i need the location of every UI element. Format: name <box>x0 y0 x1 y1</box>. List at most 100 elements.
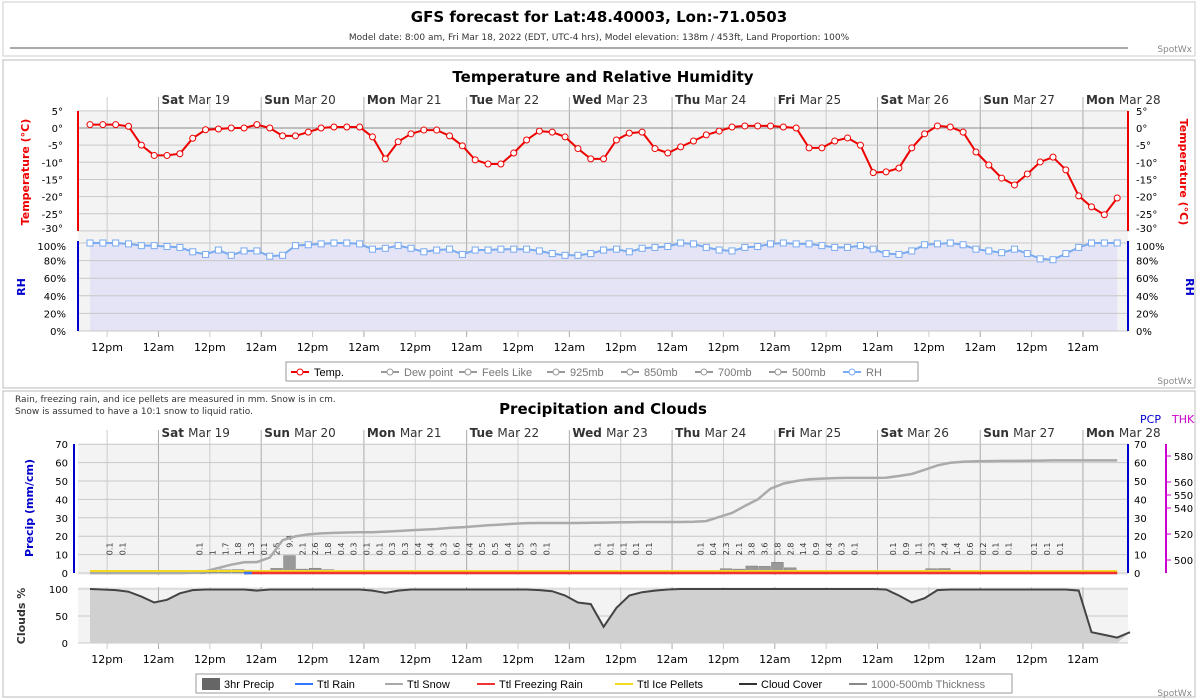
legend-item: 1000-500mb Thickness <box>871 679 986 691</box>
temp-tick-label: -15° <box>42 175 63 186</box>
day-label: Fri Mar 25 <box>778 93 841 107</box>
temperature-point <box>998 174 1006 182</box>
precip-bar-label: 0.1 <box>645 542 654 555</box>
rh-point <box>356 240 364 248</box>
rh-point <box>368 245 376 253</box>
rh-point <box>831 243 839 251</box>
day-of-week: Sat <box>161 93 188 107</box>
rh-point <box>856 242 864 250</box>
precip-bar-label: 0.1 <box>1030 542 1039 555</box>
precip-tick-label: 50 <box>1134 477 1147 488</box>
precip-bar-label: 1.7 <box>221 542 230 555</box>
day-of-week: Sun <box>983 426 1013 440</box>
temperature-point <box>689 137 697 145</box>
rh-point <box>137 242 145 250</box>
rh-axis-title: RH <box>1183 278 1196 296</box>
rh-point <box>394 242 402 250</box>
temperature-point <box>574 145 582 153</box>
day-date: Mar 24 <box>705 426 747 440</box>
precip-bar-label: 1.8 <box>324 542 333 555</box>
rh-point <box>253 247 261 255</box>
precip-bar-label: 0.1 <box>619 542 628 555</box>
rh-tick-label: 80% <box>44 257 66 268</box>
day-of-week: Mon <box>367 93 400 107</box>
legend-item: Ttl Freezing Rain <box>499 679 583 691</box>
time-tick-label: 12pm <box>605 653 637 666</box>
precip-tick-label: 20 <box>55 532 68 543</box>
rh-point <box>1113 239 1121 247</box>
rh-point <box>869 245 877 253</box>
rh-point <box>548 250 556 258</box>
temperature-point <box>1075 192 1083 200</box>
temperature-point <box>394 138 402 146</box>
day-label: Sun Mar 27 <box>983 426 1055 440</box>
precip-bar-label: 0.4 <box>709 542 718 555</box>
temperature-point <box>1036 158 1044 166</box>
temperature-point <box>702 131 710 139</box>
time-tick-label: 12pm <box>708 653 740 666</box>
rh-point <box>612 245 620 253</box>
rh-point <box>484 246 492 254</box>
rh-point <box>317 240 325 248</box>
precip-bar-label: 2.4 <box>940 542 949 555</box>
day-label: Mon Mar 21 <box>367 426 442 440</box>
rh-point <box>677 239 685 247</box>
pcp-axis-title: PCP <box>1140 413 1161 426</box>
rh-point <box>330 239 338 247</box>
time-tick-label: 12am <box>245 653 276 666</box>
chart-title: Temperature and Relative Humidity <box>452 68 753 86</box>
time-tick-label: 12pm <box>297 341 329 354</box>
precip-bar-label: 0.6 <box>452 542 461 555</box>
temperature-point <box>356 123 364 131</box>
temperature-point <box>330 123 338 131</box>
precip-bar-label: 0.1 <box>106 542 115 555</box>
temperature-point <box>343 123 351 131</box>
temperature-point <box>638 128 646 136</box>
time-tick-label: 12pm <box>810 653 842 666</box>
temperature-point <box>535 127 543 135</box>
temperature-point <box>317 124 325 132</box>
day-date: Mar 26 <box>907 426 949 440</box>
temperature-point <box>548 128 556 136</box>
temperature-point <box>523 136 531 144</box>
time-tick-label: 12pm <box>1016 341 1048 354</box>
day-of-week: Sat <box>881 426 908 440</box>
temperature-point <box>651 145 659 153</box>
rh-point <box>266 252 274 260</box>
day-date: Mar 19 <box>188 93 230 107</box>
precip-bar-label: 0.4 <box>465 542 474 555</box>
day-label: Mon Mar 28 <box>1086 93 1161 107</box>
day-label: Tue Mar 22 <box>470 426 539 440</box>
temperature-point <box>291 132 299 140</box>
page-title: GFS forecast for Lat:48.40003, Lon:-71.0… <box>411 8 787 26</box>
rh-point <box>844 243 852 251</box>
day-of-week: Sun <box>264 93 294 107</box>
precip-bar-label: 0.3 <box>440 542 449 555</box>
rh-point <box>908 247 916 255</box>
temp-tick-label: -10° <box>1136 158 1157 169</box>
precip-bar-label: 0.2 <box>979 542 988 555</box>
temp-tick-label: 5° <box>1136 107 1147 118</box>
day-of-week: Wed <box>572 93 606 107</box>
temperature-point <box>471 156 479 164</box>
thk-axis-title: THK <box>1171 413 1195 426</box>
temperature-point <box>664 149 672 157</box>
time-tick-label: 12pm <box>297 653 329 666</box>
precip-bar-label: 0.4 <box>825 542 834 555</box>
temperature-point <box>1049 153 1057 161</box>
day-of-week: Sun <box>983 93 1013 107</box>
cloud-cover-area <box>90 589 1131 643</box>
rh-point <box>1049 256 1057 264</box>
precip-bar-label: 0.3 <box>401 542 410 555</box>
rh-point <box>1100 239 1108 247</box>
time-tick-label: 12am <box>143 653 174 666</box>
precip-tick-label: 50 <box>55 477 68 488</box>
temperature-point <box>189 134 197 142</box>
time-tick-label: 12am <box>348 653 379 666</box>
day-date: Mar 23 <box>606 93 648 107</box>
day-of-week: Mon <box>1086 93 1119 107</box>
precip-bar-label: 0.9 <box>812 542 821 555</box>
time-tick-label: 12am <box>451 653 482 666</box>
day-date: Mar 24 <box>705 93 747 107</box>
time-tick-label: 12pm <box>91 341 123 354</box>
